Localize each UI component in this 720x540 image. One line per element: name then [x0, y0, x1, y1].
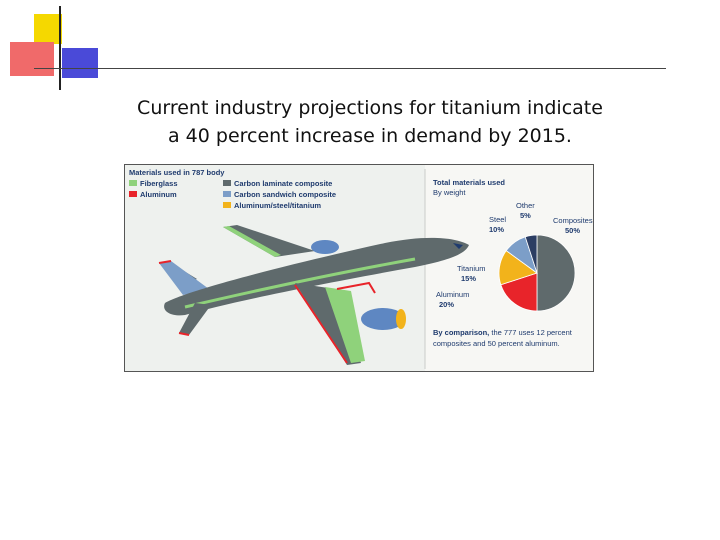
slice-label-other: 5% [520, 211, 531, 220]
near-wing [295, 283, 361, 365]
pie-slice-aluminum [500, 272, 538, 312]
legend-label: Carbon laminate composite [234, 179, 332, 188]
pie-chart [498, 234, 576, 312]
title-line-2: a 40 percent increase in demand by 2015. [168, 125, 572, 147]
slice-name-titanium: Titanium [457, 264, 485, 273]
legend-item-carbon-sandwich: Carbon sandwich composite [223, 190, 336, 199]
legend-swatch [129, 191, 137, 197]
legend-label: Aluminum [140, 190, 177, 199]
legend-item-carbon-laminate: Carbon laminate composite [223, 179, 332, 188]
deco-blue-square [62, 48, 98, 78]
slice-name-other: Other [516, 201, 535, 210]
deco-red-square [10, 42, 54, 76]
legend-swatch [129, 180, 137, 186]
chart-title: Total materials used [433, 178, 505, 187]
stabilizer-edge [178, 332, 190, 336]
comparison-note-text: the 777 uses 12 percent [491, 328, 572, 337]
legend-label: Fiberglass [140, 179, 178, 188]
far-wing [223, 225, 315, 257]
slice-label-composites: 50% [565, 226, 580, 235]
near-wing-flap [325, 287, 365, 363]
near-wing-leading-edge [294, 284, 348, 364]
far-wing-edge [223, 226, 281, 257]
slice-label-titanium: 15% [461, 274, 476, 283]
airplane-787-icon [158, 225, 469, 365]
comparison-note-line2: composites and 50 percent aluminum. [433, 339, 560, 348]
legend-label: Carbon sandwich composite [234, 190, 336, 199]
slice-label-steel: 10% [489, 225, 504, 234]
chart-subtitle: By weight [433, 188, 466, 197]
legend-swatch [223, 180, 231, 186]
near-stabilizer [179, 303, 211, 335]
infographic-svg: Materials used in 787 body Fiberglass Al… [125, 165, 593, 371]
cockpit-window [453, 243, 463, 249]
legend-title: Materials used in 787 body [129, 168, 225, 177]
legend-item-aluminum-steel-titanium: Aluminum/steel/titanium [223, 201, 321, 210]
legend-swatch [223, 191, 231, 197]
fuselage-stripe [184, 257, 416, 309]
comparison-note-line1: By comparison, the 777 uses 12 percent [433, 328, 573, 337]
near-engine-intake [396, 309, 406, 329]
near-engine [361, 308, 405, 330]
slice-name-steel: Steel [489, 215, 506, 224]
pie-slice-other [524, 234, 538, 274]
slice-name-composites: Composites [553, 216, 593, 225]
comparison-note-bold: By comparison, [433, 328, 489, 337]
deco-vertical-line [59, 6, 61, 90]
slice-name-aluminum: Aluminum [436, 290, 469, 299]
slide-title: Current industry projections for titaniu… [100, 94, 640, 150]
slice-label-aluminum: 20% [439, 300, 454, 309]
deco-yellow-square [34, 14, 62, 44]
deco-horizontal-line [34, 68, 666, 69]
pie-slice-composites [536, 234, 576, 312]
legend-label: Aluminum/steel/titanium [234, 201, 321, 210]
legend-item-fiberglass: Fiberglass [129, 179, 178, 188]
legend-swatch [223, 202, 231, 208]
title-line-1: Current industry projections for titaniu… [137, 97, 603, 119]
legend-item-aluminum: Aluminum [129, 190, 177, 199]
far-engine [311, 240, 339, 254]
materials-infographic: Materials used in 787 body Fiberglass Al… [124, 164, 594, 372]
tail-edge [158, 260, 172, 264]
near-wing-edge [336, 281, 376, 294]
vertical-tail [159, 261, 209, 295]
